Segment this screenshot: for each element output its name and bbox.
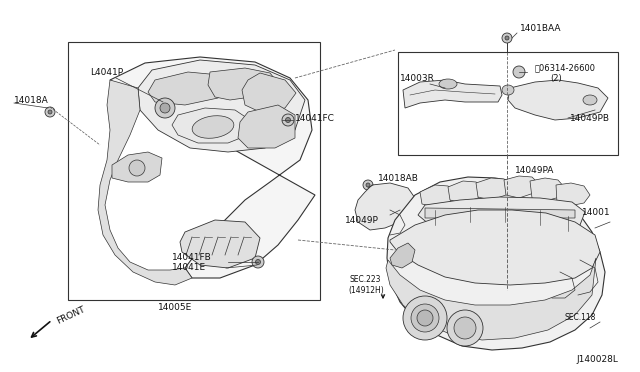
Polygon shape — [238, 105, 295, 148]
Circle shape — [403, 296, 447, 340]
Circle shape — [454, 317, 476, 339]
Text: 14001: 14001 — [582, 208, 611, 217]
Circle shape — [411, 304, 439, 332]
Ellipse shape — [192, 116, 234, 138]
Text: 14018AB: 14018AB — [378, 173, 419, 183]
Text: 14041E: 14041E — [172, 263, 206, 273]
Text: ⓝ06314-26600: ⓝ06314-26600 — [535, 64, 596, 73]
Text: 14005E: 14005E — [158, 304, 192, 312]
Ellipse shape — [439, 79, 457, 89]
Text: SEC.118: SEC.118 — [565, 314, 596, 323]
Circle shape — [502, 33, 512, 43]
Text: 1401BAA: 1401BAA — [520, 23, 561, 32]
Text: (2): (2) — [550, 74, 562, 83]
Polygon shape — [386, 258, 596, 340]
Polygon shape — [138, 60, 305, 152]
Text: 14049PA: 14049PA — [515, 166, 554, 174]
Text: FRONT: FRONT — [55, 304, 86, 326]
Circle shape — [285, 118, 291, 122]
Polygon shape — [390, 210, 600, 285]
Circle shape — [255, 260, 260, 264]
Circle shape — [45, 107, 55, 117]
Ellipse shape — [502, 85, 514, 95]
Polygon shape — [425, 208, 575, 218]
Text: L4041P: L4041P — [90, 67, 123, 77]
Polygon shape — [508, 80, 608, 120]
Polygon shape — [98, 80, 192, 285]
Polygon shape — [110, 57, 315, 278]
Polygon shape — [355, 183, 415, 230]
Polygon shape — [420, 185, 455, 207]
Polygon shape — [504, 176, 539, 198]
Circle shape — [252, 256, 264, 268]
Text: 14049P: 14049P — [345, 215, 379, 224]
Circle shape — [417, 310, 433, 326]
Bar — [68, 42, 320, 300]
Polygon shape — [556, 183, 590, 206]
Polygon shape — [530, 178, 565, 201]
Circle shape — [155, 98, 175, 118]
Text: (14912H): (14912H) — [348, 285, 384, 295]
Text: 14049PB: 14049PB — [570, 113, 610, 122]
Polygon shape — [387, 177, 605, 350]
Bar — [398, 52, 618, 155]
Text: J140028L: J140028L — [576, 356, 618, 365]
Circle shape — [282, 114, 294, 126]
Polygon shape — [476, 178, 511, 200]
Polygon shape — [112, 152, 162, 182]
Polygon shape — [148, 72, 230, 105]
Ellipse shape — [583, 95, 597, 105]
Text: 14041FB: 14041FB — [172, 253, 212, 263]
Text: SEC.223: SEC.223 — [350, 276, 381, 285]
Text: 14018A: 14018A — [14, 96, 49, 105]
Circle shape — [48, 110, 52, 114]
Polygon shape — [390, 243, 415, 268]
Polygon shape — [242, 73, 296, 112]
Circle shape — [505, 36, 509, 40]
Polygon shape — [208, 68, 278, 100]
Polygon shape — [418, 197, 585, 232]
Polygon shape — [403, 80, 502, 108]
Circle shape — [366, 183, 370, 187]
Polygon shape — [172, 108, 250, 143]
Text: 14041FC: 14041FC — [295, 113, 335, 122]
Text: 14003R: 14003R — [400, 74, 435, 83]
Circle shape — [363, 180, 373, 190]
Circle shape — [447, 310, 483, 346]
Circle shape — [160, 103, 170, 113]
Circle shape — [513, 66, 525, 78]
Circle shape — [129, 160, 145, 176]
Polygon shape — [180, 220, 260, 268]
Polygon shape — [448, 181, 483, 203]
